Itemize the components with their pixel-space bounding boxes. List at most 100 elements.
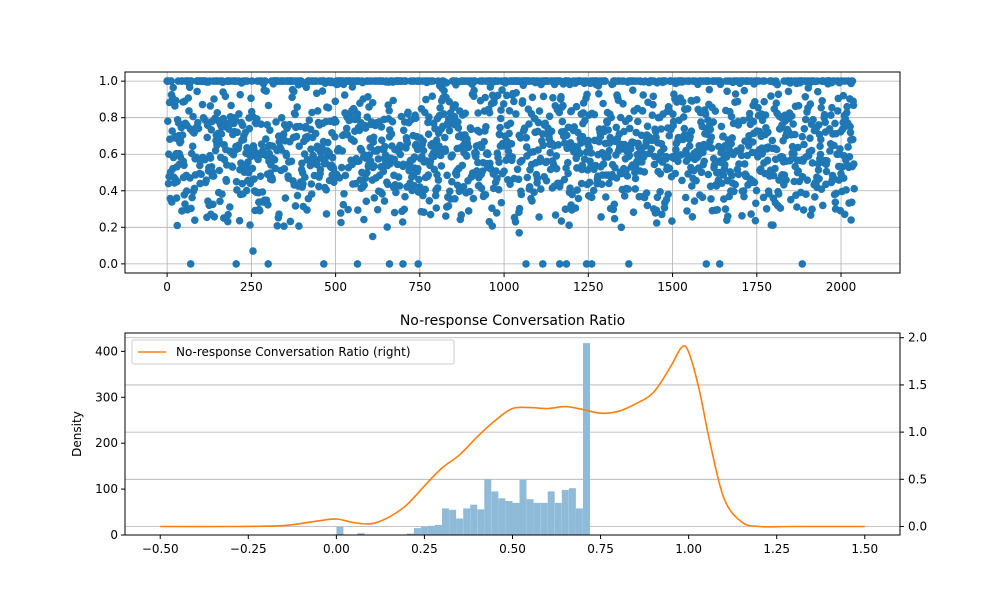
histogram-x-tick-label: 1.25 <box>763 542 790 556</box>
scatter-point <box>446 187 454 196</box>
scatter-point <box>605 146 613 155</box>
histogram-right-tick-label: 0.5 <box>908 472 927 486</box>
scatter-point <box>643 201 652 210</box>
scatter-point <box>453 181 462 190</box>
scatter-point <box>640 168 649 176</box>
histogram-bar <box>449 509 457 536</box>
scatter-point <box>707 195 715 203</box>
scatter-point <box>257 140 266 148</box>
scatter-point <box>749 117 758 126</box>
scatter-point <box>424 130 433 138</box>
scatter-point <box>332 118 340 126</box>
scatter-point <box>203 133 211 142</box>
scatter-point <box>571 204 580 212</box>
scatter-point <box>448 177 456 186</box>
scatter-point <box>773 80 782 89</box>
scatter-point <box>839 174 848 182</box>
scatter-point <box>821 118 829 127</box>
scatter-point <box>434 176 443 184</box>
scatter-point <box>794 167 802 175</box>
scatter-point <box>385 260 394 268</box>
scatter-point <box>206 154 215 162</box>
scatter-point <box>528 93 537 102</box>
scatter-point <box>772 99 781 107</box>
scatter-points <box>163 77 858 268</box>
scatter-point <box>497 198 506 207</box>
scatter-point <box>442 79 451 87</box>
scatter-point <box>679 113 688 121</box>
scatter-point <box>818 97 826 105</box>
scatter-point <box>189 112 197 121</box>
scatter-point <box>794 101 803 110</box>
scatter-point <box>709 118 718 126</box>
scatter-point <box>698 193 707 202</box>
scatter-point <box>226 203 234 211</box>
histogram-y-axis-right: 0.0 0.5 1.0 1.5 2.0 <box>900 331 927 534</box>
scatter-point <box>264 201 272 209</box>
scatter-point <box>727 140 735 148</box>
scatter-point <box>493 91 502 100</box>
scatter-point <box>275 210 283 218</box>
scatter-point <box>414 165 422 173</box>
scatter-point <box>451 195 459 203</box>
scatter-point <box>513 165 522 174</box>
scatter-point <box>823 157 831 165</box>
scatter-point <box>492 167 500 175</box>
scatter-point <box>831 198 840 207</box>
scatter-point <box>365 151 374 159</box>
scatter-point <box>207 126 216 134</box>
scatter-point <box>355 126 364 135</box>
scatter-point <box>320 260 328 268</box>
scatter-point <box>238 121 247 130</box>
scatter-point <box>782 176 790 184</box>
scatter-point <box>751 216 760 225</box>
scatter-point <box>817 103 825 112</box>
scatter-point <box>451 101 460 109</box>
scatter-point <box>338 147 347 155</box>
scatter-point <box>505 129 513 138</box>
scatter-point <box>293 191 302 200</box>
histogram-right-tick-label: 2.0 <box>908 331 927 345</box>
scatter-point <box>820 110 829 119</box>
scatter-point <box>815 121 823 129</box>
scatter-point <box>802 190 810 198</box>
scatter-point <box>564 158 572 167</box>
kde-line <box>160 344 865 528</box>
scatter-point <box>318 87 327 95</box>
scatter-point <box>642 189 651 197</box>
scatter-point <box>403 139 412 147</box>
scatter-point <box>842 186 850 194</box>
scatter-point <box>754 103 762 112</box>
scatter-point <box>801 93 810 101</box>
scatter-point <box>730 187 738 196</box>
scatter-point <box>764 128 772 137</box>
scatter-point <box>499 100 508 108</box>
histogram-bar <box>554 502 562 535</box>
scatter-point <box>279 130 288 138</box>
scatter-point <box>737 151 746 160</box>
scatter-point <box>363 169 371 177</box>
histogram-bar <box>568 488 576 535</box>
scatter-point <box>350 137 358 145</box>
scatter-point <box>719 171 728 179</box>
scatter-point <box>288 93 296 102</box>
scatter-point <box>277 114 286 122</box>
scatter-point <box>232 260 240 268</box>
scatter-y-tick-label: 0.4 <box>99 184 118 198</box>
scatter-point <box>469 194 478 203</box>
scatter-point <box>270 156 279 164</box>
histogram-bar <box>505 501 513 535</box>
scatter-point <box>772 145 781 154</box>
scatter-point <box>678 98 687 106</box>
scatter-point <box>723 87 731 96</box>
scatter-point <box>448 151 457 159</box>
scatter-point <box>581 116 589 125</box>
scatter-point <box>287 157 296 166</box>
scatter-point <box>425 197 434 205</box>
histogram-y-label: Density <box>70 411 84 457</box>
scatter-point <box>445 97 454 106</box>
scatter-point <box>443 171 451 180</box>
scatter-point <box>598 180 606 188</box>
scatter-point <box>683 207 691 215</box>
scatter-point <box>740 86 749 95</box>
